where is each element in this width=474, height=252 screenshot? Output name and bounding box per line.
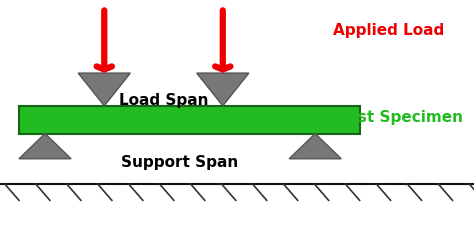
Text: Test Specimen: Test Specimen — [338, 110, 463, 125]
Text: Load Span: Load Span — [119, 93, 208, 108]
Polygon shape — [289, 134, 341, 159]
Bar — [19, 106, 360, 134]
Polygon shape — [78, 73, 130, 106]
Polygon shape — [197, 73, 249, 106]
Text: Applied Load: Applied Load — [333, 23, 444, 38]
Polygon shape — [19, 134, 71, 159]
Text: Support Span: Support Span — [121, 155, 239, 170]
